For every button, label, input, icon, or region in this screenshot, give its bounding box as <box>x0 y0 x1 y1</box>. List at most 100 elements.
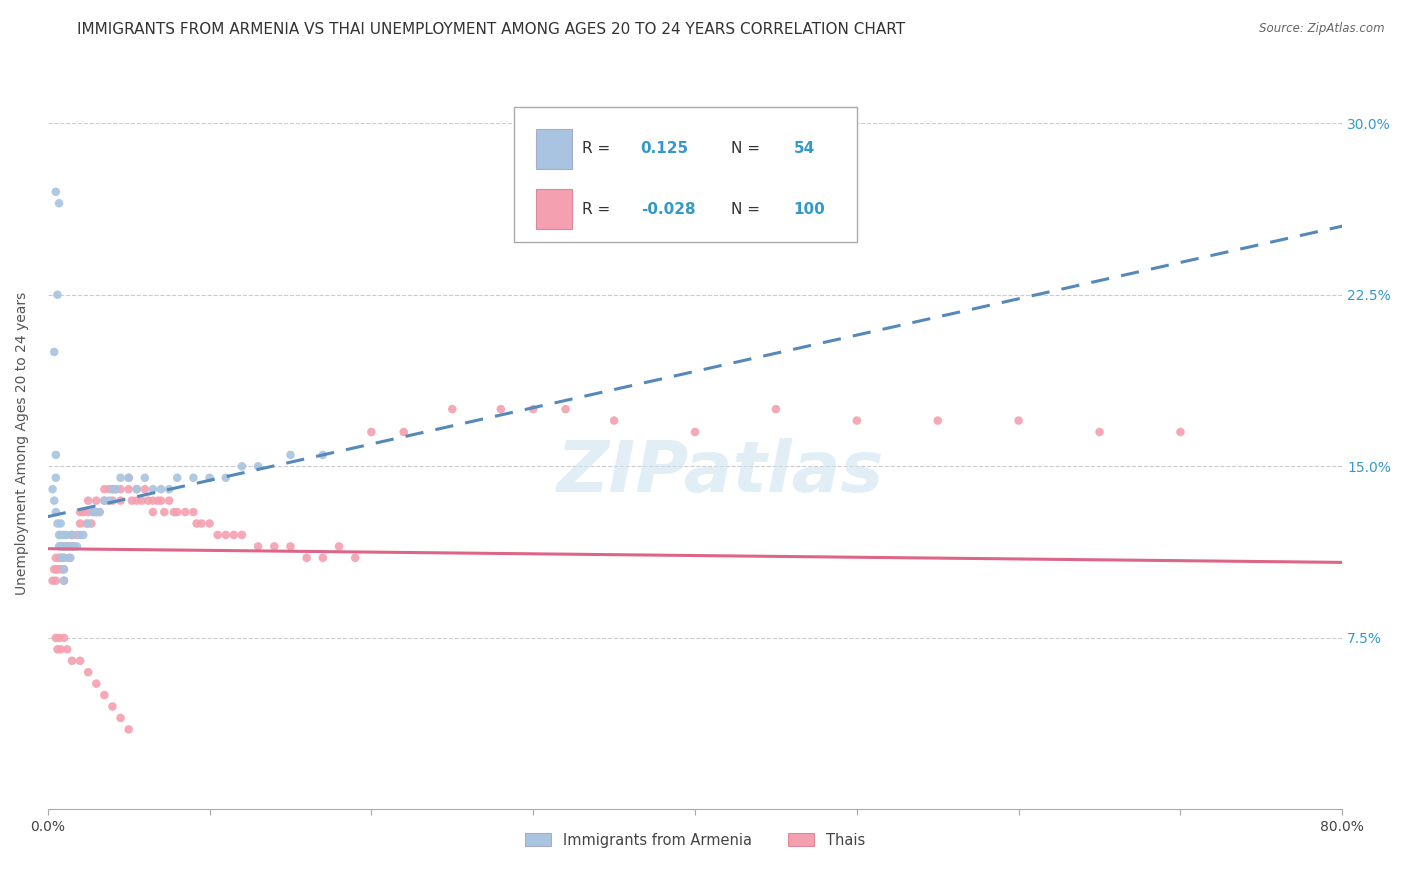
Point <box>93 493 115 508</box>
Point <box>198 471 221 485</box>
Point <box>142 493 165 508</box>
Text: 54: 54 <box>793 141 814 156</box>
Point <box>52 574 75 588</box>
Point <box>186 516 208 531</box>
Point <box>46 562 69 576</box>
Text: R =: R = <box>582 202 610 217</box>
Point <box>48 196 70 211</box>
Point <box>51 562 73 576</box>
Point <box>49 550 72 565</box>
Point <box>45 574 67 588</box>
Point <box>56 642 79 657</box>
Point <box>52 540 75 554</box>
Point <box>76 516 98 531</box>
FancyBboxPatch shape <box>513 107 856 242</box>
Point <box>146 493 169 508</box>
Point <box>554 402 576 417</box>
Point <box>45 631 67 645</box>
Point <box>134 471 156 485</box>
Point <box>77 516 100 531</box>
Point <box>134 482 156 496</box>
Point <box>118 471 141 485</box>
Text: IMMIGRANTS FROM ARMENIA VS THAI UNEMPLOYMENT AMONG AGES 20 TO 24 YEARS CORRELATI: IMMIGRANTS FROM ARMENIA VS THAI UNEMPLOY… <box>77 22 905 37</box>
Legend: Immigrants from Armenia, Thais: Immigrants from Armenia, Thais <box>519 827 872 854</box>
Point <box>52 550 75 565</box>
Point <box>77 505 100 519</box>
Point <box>48 550 70 565</box>
Point <box>153 505 176 519</box>
Point <box>98 493 121 508</box>
Point <box>441 402 464 417</box>
Point <box>198 516 221 531</box>
Point <box>52 540 75 554</box>
Point <box>62 540 84 554</box>
Point <box>69 528 91 542</box>
Point <box>125 482 148 496</box>
Point <box>56 528 79 542</box>
Point <box>150 493 173 508</box>
Point <box>69 505 91 519</box>
Point <box>104 482 127 496</box>
Point <box>104 482 127 496</box>
Point <box>222 528 245 542</box>
Point <box>49 516 72 531</box>
FancyBboxPatch shape <box>536 189 572 229</box>
Point <box>231 528 253 542</box>
Text: 0.125: 0.125 <box>641 141 689 156</box>
Point <box>56 540 79 554</box>
Point <box>125 482 148 496</box>
Point <box>247 459 270 474</box>
Point <box>489 402 512 417</box>
Point <box>280 448 302 462</box>
Point <box>247 540 270 554</box>
Point <box>84 505 107 519</box>
Point <box>845 413 868 427</box>
Point <box>98 482 121 496</box>
Point <box>52 550 75 565</box>
Text: N =: N = <box>731 141 761 156</box>
Point <box>125 493 148 508</box>
Point <box>207 528 229 542</box>
Point <box>48 540 70 554</box>
Point <box>60 528 83 542</box>
FancyBboxPatch shape <box>536 128 572 169</box>
Point <box>48 528 70 542</box>
Y-axis label: Unemployment Among Ages 20 to 24 years: Unemployment Among Ages 20 to 24 years <box>15 292 30 595</box>
Point <box>110 493 132 508</box>
Point <box>215 471 238 485</box>
Point <box>44 562 66 576</box>
Point <box>110 482 132 496</box>
Point <box>77 665 100 680</box>
Point <box>89 505 111 519</box>
Point <box>101 482 124 496</box>
Point <box>157 482 180 496</box>
Point <box>101 482 124 496</box>
Point <box>1088 425 1111 439</box>
Point <box>59 540 82 554</box>
Point <box>41 482 63 496</box>
Point <box>56 540 79 554</box>
Point <box>142 505 165 519</box>
Point <box>118 723 141 737</box>
Point <box>280 540 302 554</box>
Point <box>46 642 69 657</box>
Point <box>183 471 205 485</box>
Point <box>45 562 67 576</box>
Point <box>142 482 165 496</box>
Point <box>49 642 72 657</box>
Point <box>392 425 415 439</box>
Point <box>58 550 80 565</box>
Point <box>927 413 949 427</box>
Point <box>360 425 382 439</box>
Point <box>52 528 75 542</box>
Point <box>60 540 83 554</box>
Point <box>69 654 91 668</box>
Point <box>101 493 124 508</box>
Point <box>41 574 63 588</box>
Point <box>765 402 787 417</box>
Point <box>121 493 143 508</box>
Point <box>82 505 104 519</box>
Point <box>77 493 100 508</box>
Text: 100: 100 <box>793 202 825 217</box>
Point <box>45 550 67 565</box>
